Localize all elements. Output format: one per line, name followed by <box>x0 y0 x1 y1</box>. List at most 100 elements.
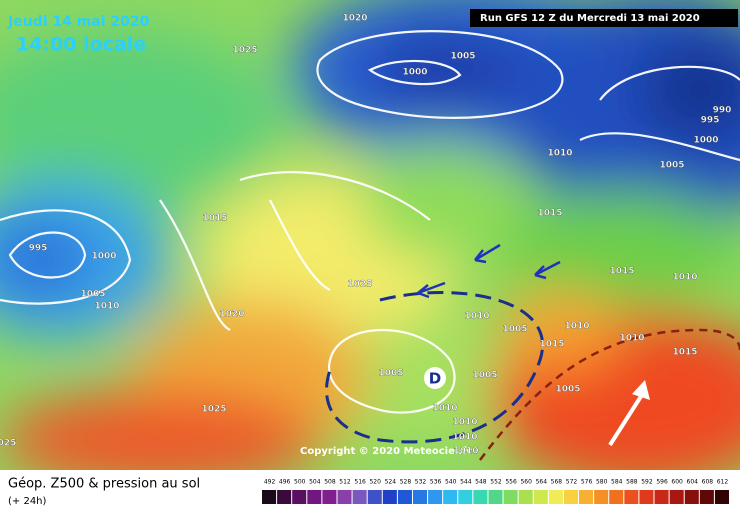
scale-label: 516 <box>354 479 366 486</box>
time: 14:00 locale <box>16 34 146 56</box>
scale-label: 548 <box>475 479 487 486</box>
scale-swatch <box>669 490 684 504</box>
isobar-label: 1010 <box>94 302 119 312</box>
scale-label: 584 <box>611 479 623 486</box>
scale-swatch <box>352 490 367 504</box>
isobar-label: 995 <box>29 244 48 254</box>
scale-label: 588 <box>626 479 638 486</box>
scale-swatch <box>714 490 729 504</box>
isobar-label: 1005 <box>555 385 580 395</box>
isobar-label: 1000 <box>91 252 116 262</box>
isobar-label: 1010 <box>432 404 457 414</box>
scale-swatch <box>579 490 594 504</box>
scale-swatch <box>397 490 412 504</box>
scale-swatch <box>367 490 382 504</box>
isobar-label: 1005 <box>80 290 105 300</box>
scale-label: 540 <box>445 479 457 486</box>
scale-label: 532 <box>415 479 427 486</box>
scale-swatch <box>563 490 579 504</box>
scale-swatch <box>654 490 669 504</box>
scale-label: 596 <box>656 479 668 486</box>
legend-subtitle: (+ 24h) <box>8 496 47 507</box>
isobar-label: 990 <box>713 106 732 116</box>
isobar-label: 1015 <box>537 209 562 219</box>
isobar-label: 1010 <box>672 273 697 283</box>
scale-label: 504 <box>309 479 321 486</box>
scale-swatch <box>533 490 548 504</box>
scale-label: 568 <box>551 479 563 486</box>
run-info: Run GFS 12 Z du Mercredi 13 mai 2020 <box>480 13 700 24</box>
scale-label: 604 <box>687 479 699 486</box>
scale-label: 500 <box>294 479 306 486</box>
scale-swatch <box>548 490 563 504</box>
legend-title: Géop. Z500 & pression au sol <box>8 477 200 492</box>
scale-swatch <box>262 490 277 504</box>
scale-label: 572 <box>566 479 578 486</box>
isobar-label: 1010 <box>547 149 572 159</box>
low-marker: D <box>429 370 441 388</box>
isobar-label: 1010 <box>453 447 478 457</box>
isobar-label: 1015 <box>609 267 634 277</box>
isobar-label: 1015 <box>539 340 564 350</box>
scale-swatch <box>699 490 714 504</box>
scale-label: 576 <box>581 479 593 486</box>
scale-swatch <box>292 490 307 504</box>
scale-swatch <box>503 490 518 504</box>
scale-swatch <box>322 490 337 504</box>
scale-label: 544 <box>460 479 472 486</box>
scale-swatch <box>458 490 473 504</box>
scale-swatch <box>594 490 609 504</box>
scale-label: 560 <box>520 479 532 486</box>
scale-label: 552 <box>490 479 502 486</box>
scale-label: 524 <box>385 479 397 486</box>
scale-label: 556 <box>505 479 517 486</box>
scale-swatch <box>277 490 292 504</box>
scale-swatch <box>624 490 639 504</box>
isobar-label: 1020 <box>342 14 367 24</box>
scale-label: 612 <box>717 479 729 486</box>
scale-label: 520 <box>369 479 381 486</box>
scale-label: 536 <box>430 479 442 486</box>
scale-swatch <box>639 490 654 504</box>
isobar-label: 1005 <box>378 369 403 379</box>
isobar-label: 1000 <box>402 68 427 78</box>
scale-swatch <box>488 490 503 504</box>
scale-swatch <box>428 490 443 504</box>
isobar-label: 1010 <box>452 418 477 428</box>
scale-swatch <box>609 490 624 504</box>
scale-swatch <box>337 490 352 504</box>
scale-label: 512 <box>339 479 351 486</box>
scale-swatch <box>307 490 322 504</box>
isobar-label: 1025 <box>347 280 372 290</box>
color-scale: 492 496 500 504 508 512 516 520 524 528 532 536 540 5… <box>262 479 729 504</box>
scale-swatch <box>684 490 699 504</box>
isobar-label: 1015 <box>672 348 697 358</box>
isobar-label: 1010 <box>464 312 489 322</box>
isobar-label: 1005 <box>502 325 527 335</box>
copyright: Copyright © 2020 Meteociel.fr <box>300 446 471 457</box>
scale-swatch <box>473 490 488 504</box>
isobar-label: 1005 <box>472 371 497 381</box>
scale-label: 528 <box>400 479 412 486</box>
isobar-label: 1010 <box>619 334 644 344</box>
isobar-label: 1010 <box>452 433 477 443</box>
isobar-label: 1005 <box>450 52 475 62</box>
scale-label: 592 <box>641 479 653 486</box>
isobar-labels: 1020 1025 1000 1005 995 1000 1015 1005 1010 1020 1… <box>0 13 732 457</box>
isobar-label: 1025 <box>232 46 257 56</box>
scale-label: 580 <box>596 479 608 486</box>
date: Jeudi 14 mai 2020 <box>7 14 150 30</box>
scale-label: 564 <box>536 479 548 486</box>
isobar-label: 1010 <box>564 322 589 332</box>
scale-label: 496 <box>279 479 291 486</box>
isobar-label: 1020 <box>219 310 244 320</box>
isobar-label: 1025 <box>201 405 226 415</box>
isobar-label: 1000 <box>693 136 718 146</box>
isobar-label: 025 <box>0 439 16 449</box>
scale-swatch <box>443 490 458 504</box>
scale-label: 600 <box>671 479 683 486</box>
scale-label: 508 <box>324 479 336 486</box>
scale-swatch <box>518 490 533 504</box>
isobar-label: 1005 <box>659 161 684 171</box>
map-field <box>0 0 740 470</box>
